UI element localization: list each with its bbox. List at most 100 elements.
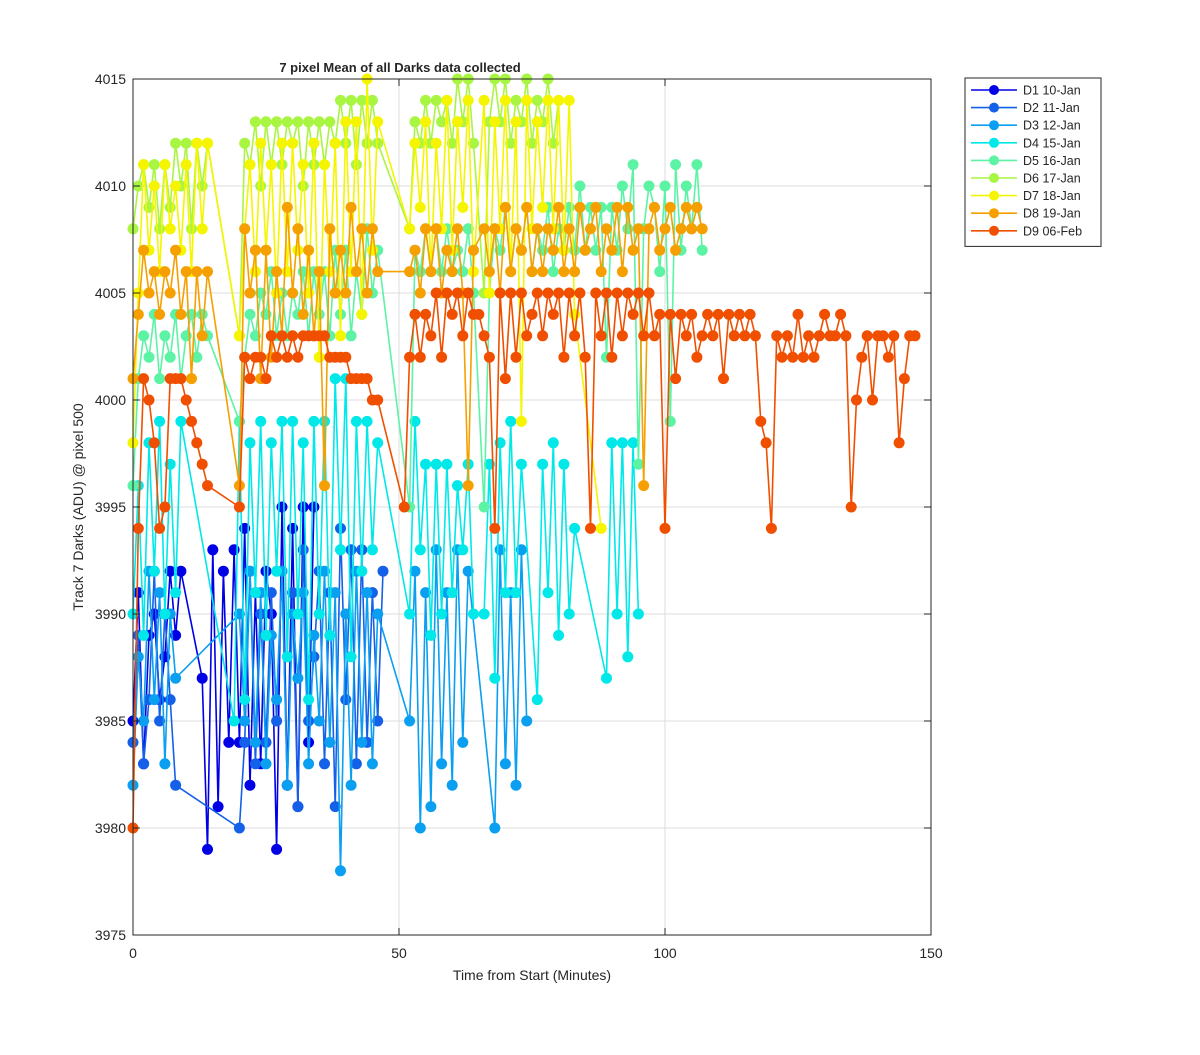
data-point (638, 330, 650, 342)
data-point (170, 587, 182, 599)
data-point (909, 330, 921, 342)
data-point (409, 244, 421, 256)
legend-label: D3 12-Jan (1023, 119, 1081, 133)
x-tick-label: 150 (919, 945, 943, 961)
data-point (170, 244, 182, 256)
legend-entry: D1 10-Jan (971, 84, 1081, 98)
data-point (324, 629, 336, 641)
data-point (148, 266, 160, 278)
data-point (601, 287, 612, 299)
data-point (627, 244, 639, 256)
data-point (313, 351, 325, 363)
y-tick-label: 3990 (95, 606, 126, 622)
data-point (265, 437, 277, 449)
data-point (696, 244, 708, 256)
data-point (202, 266, 213, 278)
x-tick-label: 50 (391, 945, 407, 961)
data-point (404, 715, 416, 727)
data-point (303, 694, 315, 706)
data-point (409, 308, 421, 320)
data-point (595, 330, 607, 342)
data-point (680, 180, 692, 192)
data-point (712, 308, 724, 320)
data-point (132, 522, 144, 534)
data-point (632, 287, 644, 299)
data-point (324, 223, 336, 235)
data-point (356, 736, 368, 748)
data-point (180, 159, 192, 171)
data-point (281, 201, 293, 213)
data-point (553, 629, 565, 641)
data-point (313, 715, 325, 727)
data-point (776, 351, 788, 363)
data-point (255, 180, 267, 192)
data-point (313, 266, 325, 278)
data-point (691, 201, 703, 213)
data-point (138, 758, 150, 770)
data-point (313, 608, 325, 620)
data-point (271, 266, 283, 278)
data-point (558, 351, 570, 363)
data-point (255, 351, 267, 363)
data-point (489, 672, 501, 684)
data-point (659, 223, 671, 235)
data-point (452, 480, 463, 492)
data-point (148, 565, 160, 577)
data-point (675, 308, 687, 320)
data-point (313, 308, 325, 320)
data-point (404, 266, 416, 278)
data-point (297, 159, 309, 171)
data-point (627, 159, 639, 171)
data-point (882, 351, 894, 363)
data-point (563, 608, 575, 620)
data-point (468, 244, 479, 256)
data-point (771, 330, 783, 342)
data-point (239, 694, 251, 706)
legend-entry: D7 18-Jan (971, 189, 1081, 203)
data-point (537, 330, 549, 342)
data-point (478, 223, 490, 235)
data-point (499, 201, 511, 213)
data-point (819, 308, 831, 320)
data-point (366, 544, 378, 556)
data-point (249, 587, 261, 599)
data-point (249, 116, 261, 128)
data-point (319, 415, 330, 427)
y-tick-label: 4005 (95, 285, 126, 301)
data-point (664, 308, 676, 320)
data-point (138, 629, 150, 641)
data-point (271, 351, 283, 363)
data-point (691, 159, 703, 171)
data-point (797, 351, 809, 363)
legend-label: D4 15-Jan (1023, 136, 1081, 150)
data-point (154, 522, 166, 534)
data-point (420, 223, 432, 235)
legend-entry: D8 19-Jan (971, 207, 1081, 221)
data-point (356, 94, 368, 106)
data-point (595, 266, 607, 278)
data-point (686, 223, 698, 235)
data-point (164, 458, 176, 470)
data-point (372, 116, 384, 128)
data-point (260, 244, 272, 256)
data-point (792, 308, 804, 320)
data-point (239, 351, 251, 363)
data-point (462, 94, 474, 106)
data-point (632, 223, 644, 235)
data-point (595, 522, 607, 534)
data-point (244, 779, 256, 791)
data-point (446, 308, 458, 320)
data-point (186, 373, 197, 385)
data-point (441, 287, 453, 299)
data-point (335, 865, 346, 877)
data-point (265, 159, 277, 171)
data-point (138, 715, 150, 727)
data-point (622, 287, 634, 299)
data-point (553, 287, 565, 299)
data-point (654, 244, 666, 256)
data-point (345, 330, 357, 342)
data-point (670, 373, 682, 385)
data-point (803, 330, 815, 342)
data-point (521, 330, 533, 342)
legend-entry: D2 11-Jan (971, 101, 1080, 115)
